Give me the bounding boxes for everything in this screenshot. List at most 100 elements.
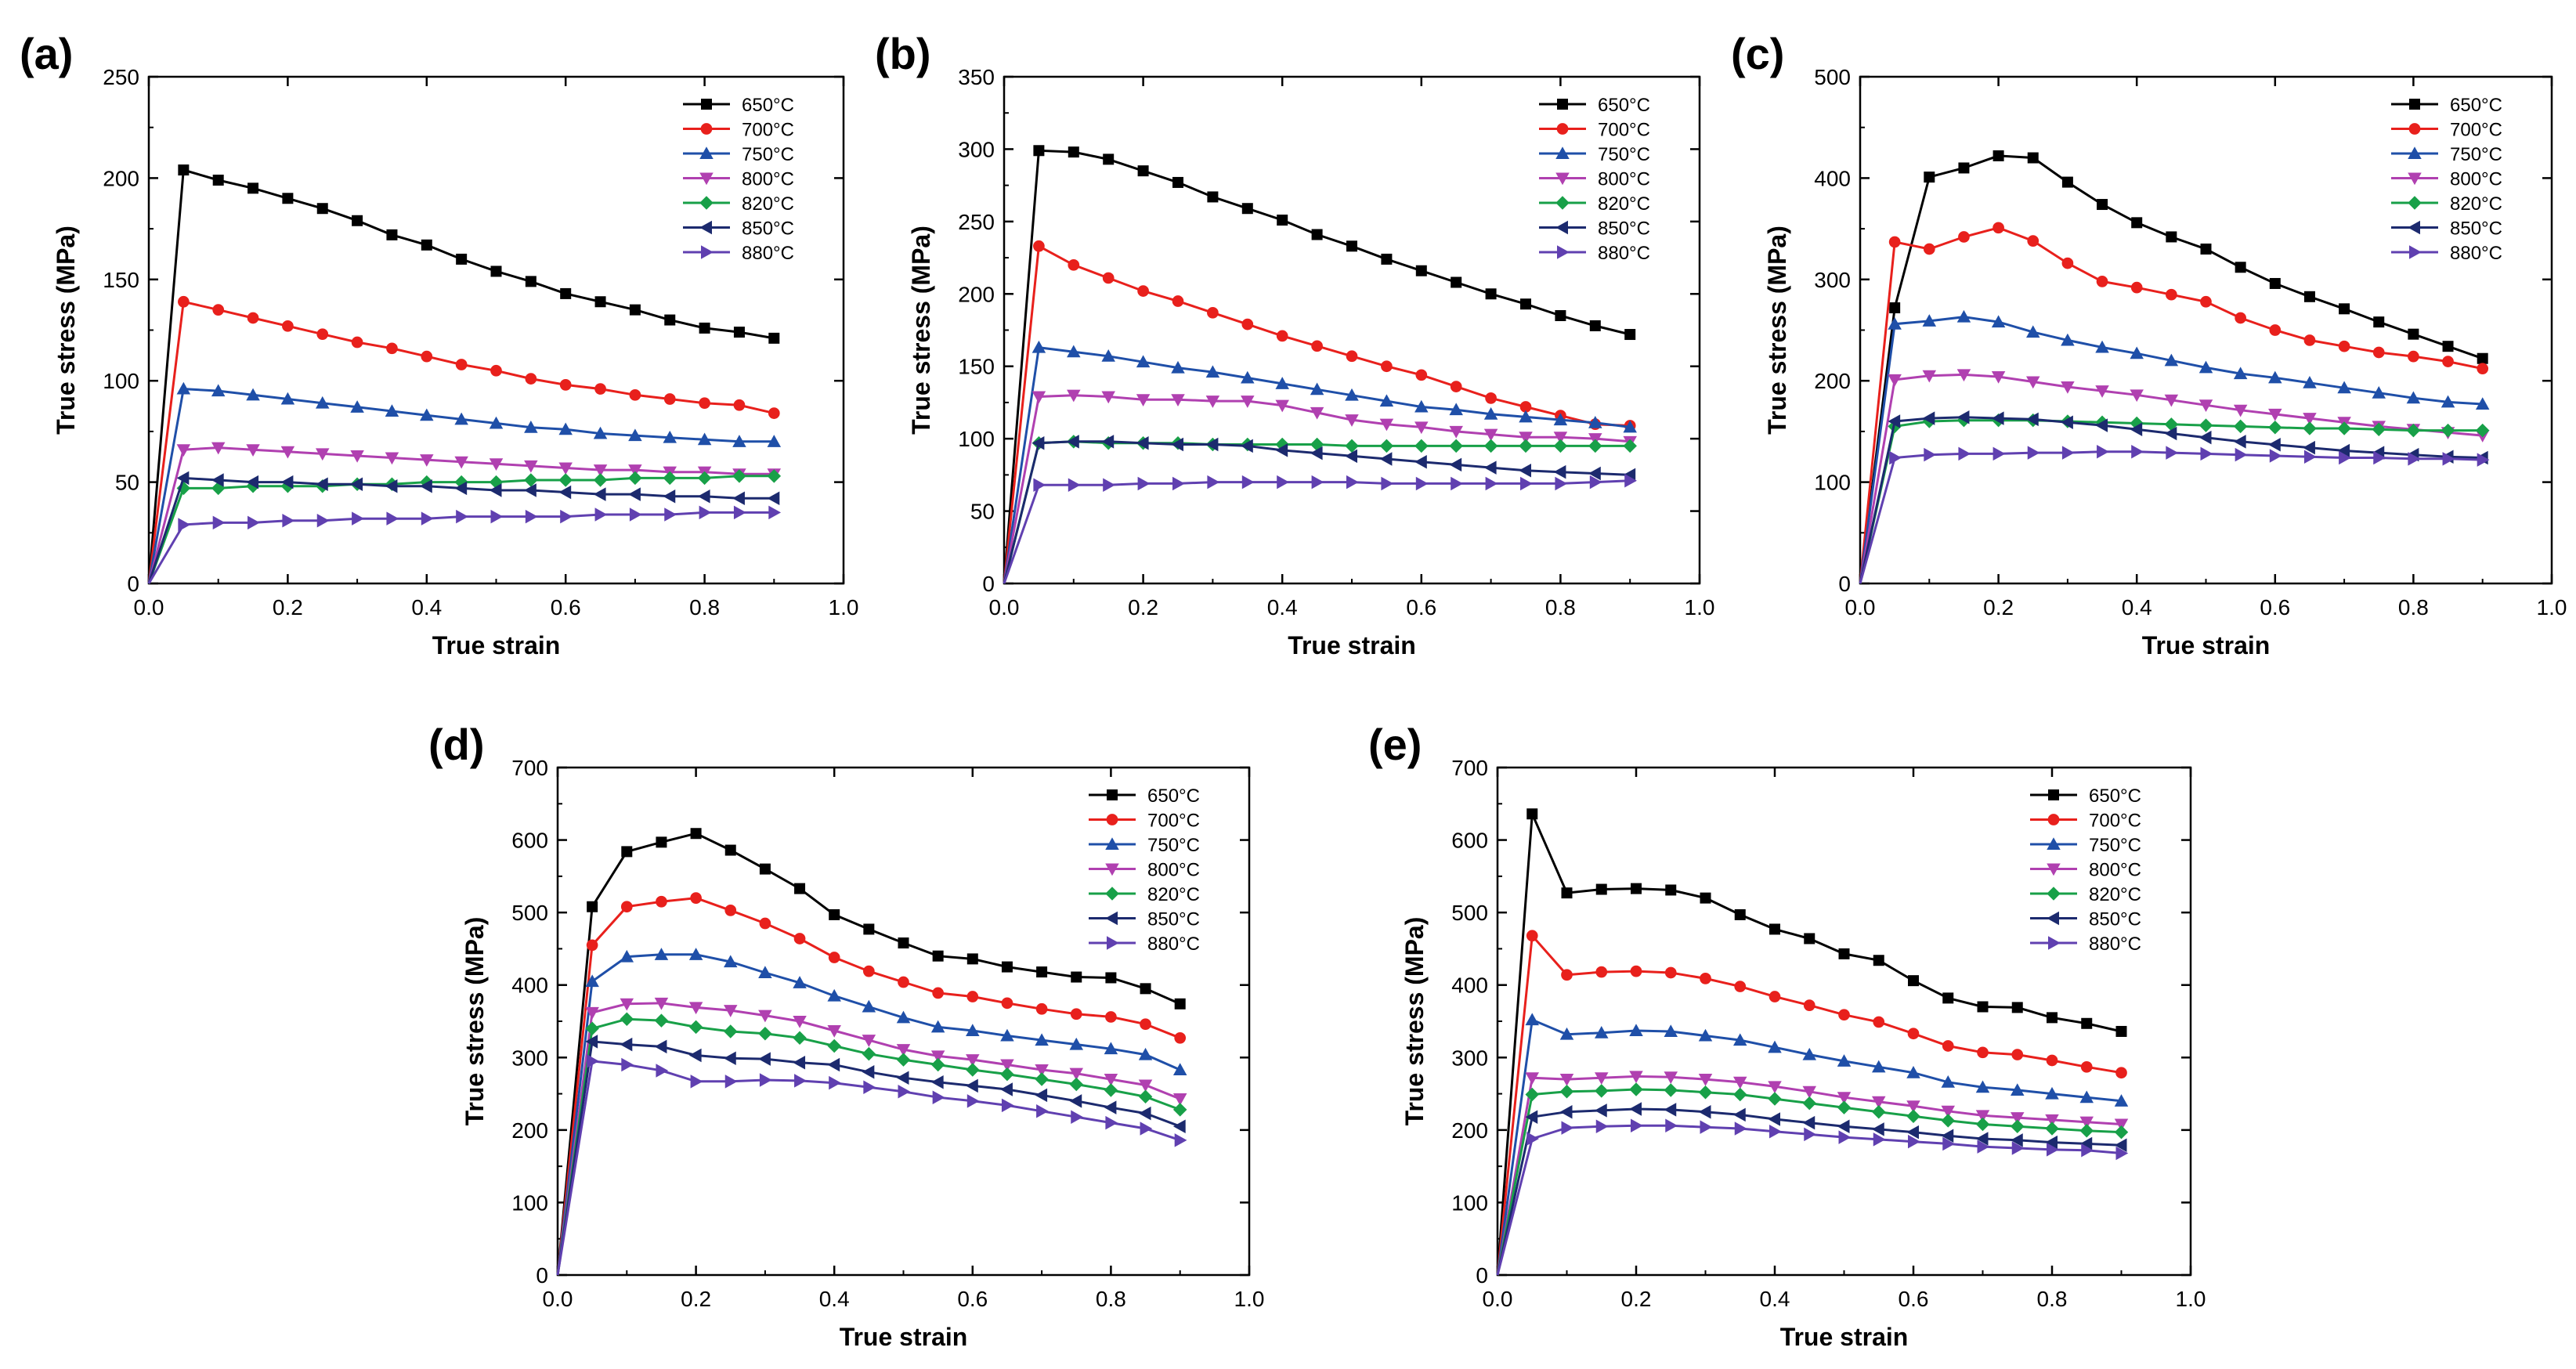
data-point [2198, 430, 2212, 445]
data-point [594, 508, 608, 522]
data-point [1101, 391, 1115, 404]
data-point [421, 239, 432, 251]
data-point [1700, 973, 1711, 984]
data-point [2047, 1143, 2059, 1157]
data-point [2337, 381, 2351, 394]
data-point [966, 1094, 980, 1108]
y-tick-label: 500 [1451, 901, 1488, 925]
data-point [593, 426, 608, 439]
x-tick-label: 1.0 [1234, 1287, 1265, 1311]
legend-marker [1106, 814, 1118, 825]
data-point [758, 1052, 771, 1066]
data-point [1734, 981, 1747, 992]
data-point [1838, 948, 1850, 959]
data-point [2027, 446, 2040, 460]
data-point [828, 952, 840, 963]
data-point [1958, 446, 1971, 461]
data-point [280, 475, 294, 489]
panel-label: (c) [1731, 29, 1784, 78]
data-point [1275, 377, 1289, 389]
data-point [558, 462, 573, 475]
data-point [1733, 1076, 1747, 1089]
data-point [1104, 1100, 1117, 1114]
y-tick-label: 200 [103, 166, 139, 190]
data-point [827, 1025, 841, 1038]
data-point [1174, 1031, 1187, 1044]
data-point [1103, 478, 1115, 493]
data-point [2408, 328, 2419, 340]
data-point [930, 1057, 945, 1072]
data-point [2442, 356, 2454, 367]
series-line [1003, 440, 1631, 584]
data-point [593, 487, 606, 501]
data-point [1104, 1042, 1118, 1055]
data-point [316, 477, 328, 491]
data-point [1942, 1136, 1955, 1151]
data-point [1624, 329, 1636, 341]
data-point [489, 416, 504, 429]
data-point [2235, 447, 2248, 462]
data-point [282, 193, 294, 204]
data-point [1664, 966, 1677, 979]
data-point [932, 1090, 945, 1104]
data-point [1941, 1105, 1955, 1118]
data-point [2027, 152, 2039, 164]
data-point [1031, 435, 1045, 450]
legend-marker [2047, 863, 2061, 876]
data-point [316, 203, 328, 215]
data-point [1069, 1077, 1083, 1092]
series-line [1003, 479, 1631, 584]
series-line [1003, 394, 1631, 584]
data-point [1906, 1125, 1919, 1140]
data-point [1067, 389, 1081, 403]
data-point [456, 509, 468, 524]
data-point [1519, 439, 1533, 453]
data-point [1449, 425, 1463, 439]
data-point [176, 444, 191, 457]
legend-label: 850°C [1598, 219, 1650, 240]
x-tick-label: 0.8 [1545, 595, 1576, 619]
series-line [1859, 154, 2484, 584]
data-point [1802, 1115, 1815, 1130]
data-point [2166, 288, 2177, 301]
data-point [316, 328, 329, 341]
data-point [1804, 933, 1815, 945]
legend-marker [2408, 172, 2422, 186]
data-point [2011, 1112, 2025, 1125]
data-point [2011, 1002, 2023, 1013]
data-point [246, 444, 260, 457]
legend: 650°C 700°C 750°C 800°C 820°C 850°C 880°C [683, 95, 794, 264]
data-point [1595, 1026, 1609, 1038]
data-point [1555, 310, 1566, 322]
data-point [1483, 461, 1497, 475]
data-point [1956, 309, 1971, 323]
data-point [724, 905, 737, 916]
data-point [2441, 423, 2455, 438]
data-point [1553, 464, 1566, 479]
y-tick-label: 100 [103, 369, 139, 393]
y-tick-label: 150 [958, 355, 995, 379]
data-point [663, 489, 676, 504]
series-line [147, 168, 775, 584]
data-point [1623, 420, 1637, 433]
data-point [2200, 243, 2212, 255]
data-point [212, 515, 226, 530]
data-point [793, 1031, 807, 1046]
data-point [420, 479, 432, 493]
legend-marker [1105, 863, 1119, 876]
data-point [628, 464, 642, 477]
data-point [2097, 199, 2108, 211]
legend-label: 820°C [2450, 193, 2502, 215]
y-axis-label: True stress (MPa) [461, 917, 489, 1126]
data-point [2114, 1125, 2129, 1140]
data-point [1137, 285, 1149, 297]
data-point [1001, 961, 1013, 973]
data-point [1872, 1096, 1886, 1109]
data-point [1664, 1024, 1678, 1037]
data-point [2164, 394, 2179, 407]
data-point [525, 276, 537, 287]
y-tick-label: 0 [1476, 1263, 1488, 1288]
data-point [1906, 1065, 1920, 1078]
data-point [1698, 1074, 1713, 1086]
x-tick-label: 0.0 [989, 595, 1020, 619]
